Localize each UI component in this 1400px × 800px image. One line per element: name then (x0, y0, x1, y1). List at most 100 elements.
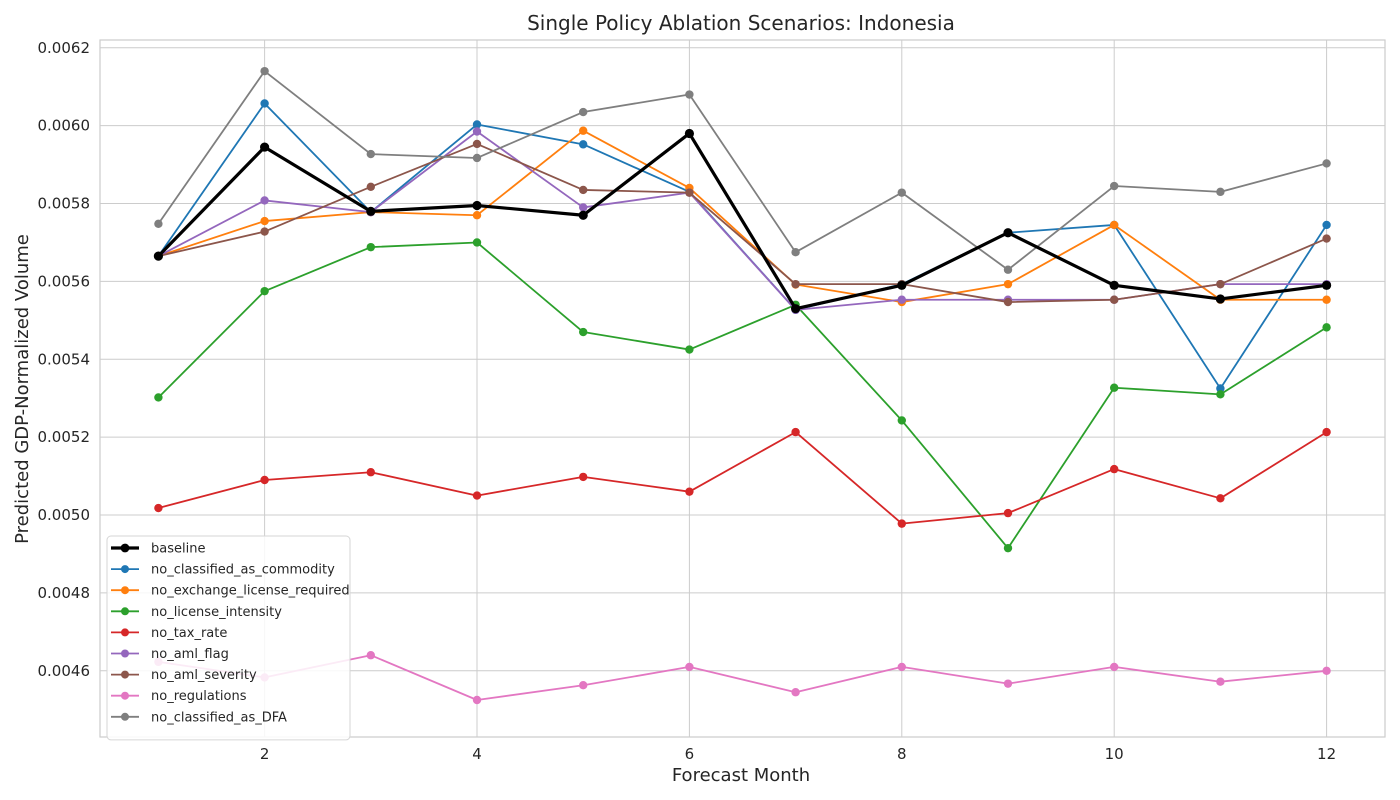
legend-label: no_aml_severity (151, 668, 257, 683)
data-point (153, 251, 164, 261)
data-point (472, 139, 482, 149)
data-point (1109, 662, 1119, 672)
legend-item: no_aml_severity (111, 668, 257, 683)
legend: baseline no_classified_as_commodity no_exc… (106, 535, 351, 741)
data-point (1322, 220, 1331, 230)
data-point (1003, 543, 1013, 553)
data-point (1215, 294, 1225, 304)
data-point (366, 149, 376, 159)
data-point (1003, 279, 1013, 289)
data-point (790, 304, 801, 314)
legend-swatch-marker (121, 670, 129, 679)
data-point (154, 503, 163, 513)
data-point (260, 142, 270, 152)
data-point (1321, 280, 1332, 290)
series-baseline (153, 128, 1332, 314)
data-point (260, 99, 269, 108)
data-point (897, 416, 906, 425)
y-tick-label: 0.0058 (38, 195, 91, 213)
data-point (366, 468, 376, 477)
legend-item: no_regulations (111, 689, 247, 704)
plot-border (99, 39, 1386, 738)
data-point (578, 210, 588, 220)
data-point (685, 188, 694, 197)
series-line (157, 70, 1327, 271)
x-tick-label: 4 (472, 745, 482, 763)
legend-item: baseline (111, 542, 205, 557)
data-point (260, 196, 269, 205)
legend-swatch-marker (121, 691, 129, 700)
legend-swatch-marker (121, 586, 129, 595)
data-point (897, 188, 906, 197)
legend-item: no_exchange_license_required (111, 584, 350, 599)
legend-box (106, 535, 351, 741)
data-point (366, 242, 376, 252)
data-point (1322, 234, 1331, 243)
data-point (1216, 677, 1225, 686)
data-point (1322, 295, 1331, 304)
data-point (1003, 228, 1013, 238)
x-tick-label: 8 (897, 745, 907, 763)
data-point (897, 295, 906, 304)
grid-lines (100, 40, 1385, 737)
data-point (791, 688, 800, 697)
data-point (1109, 295, 1119, 304)
data-point (1216, 494, 1225, 503)
data-point (472, 153, 482, 163)
plot-frame (99, 39, 1386, 738)
data-point (472, 695, 482, 705)
legend-item: no_classified_as_commodity (111, 563, 335, 578)
y-tick-label: 0.0052 (38, 428, 91, 446)
data-point (472, 120, 482, 129)
x-axis-ticks: 2 4 6 8 10 12 (260, 745, 1336, 763)
legend-swatch-marker (121, 565, 129, 574)
data-point (260, 227, 269, 236)
data-point (1003, 679, 1013, 688)
data-point (579, 472, 588, 482)
data-point (260, 475, 269, 485)
data-point (366, 651, 376, 660)
x-axis-title: Forecast Month (672, 765, 810, 786)
legend-label: baseline (151, 542, 205, 557)
legend-swatch-marker (120, 543, 130, 553)
data-point (1003, 508, 1013, 518)
legend-label: no_aml_flag (151, 647, 229, 662)
data-point (685, 345, 694, 354)
y-tick-label: 0.0054 (38, 350, 91, 368)
data-point (579, 126, 588, 135)
series-no_tax_rate (154, 427, 1331, 528)
legend-swatch-marker (121, 607, 129, 616)
data-point (1109, 181, 1119, 191)
legend-label: no_license_intensity (151, 605, 282, 620)
series-group (153, 66, 1332, 705)
x-tick-label: 10 (1105, 745, 1124, 763)
data-point (897, 662, 906, 672)
x-tick-label: 6 (685, 745, 695, 763)
data-point (579, 107, 588, 117)
y-tick-label: 0.0056 (38, 272, 91, 290)
series-line (158, 143, 1327, 303)
data-point (1003, 265, 1013, 274)
legend-swatch-marker (121, 712, 129, 721)
legend-swatch-marker (121, 649, 129, 658)
legend-swatch-marker (121, 628, 129, 637)
y-axis-title: Predicted GDP-Normalized Volume (12, 234, 33, 544)
data-point (154, 219, 163, 228)
data-point (791, 427, 800, 437)
data-point (154, 393, 163, 402)
data-point (579, 327, 588, 337)
series-no_license_intensity (154, 238, 1331, 553)
data-point (685, 487, 694, 496)
data-point (579, 185, 588, 195)
data-point (260, 286, 269, 296)
chart-title: Single Policy Ablation Scenarios: Indone… (527, 11, 955, 35)
data-point (1322, 427, 1331, 437)
data-point (260, 66, 269, 76)
data-point (472, 238, 482, 247)
data-point (1216, 187, 1225, 197)
data-point (579, 140, 588, 149)
y-tick-label: 0.0046 (38, 662, 91, 680)
data-point (684, 128, 695, 139)
data-point (579, 203, 588, 212)
